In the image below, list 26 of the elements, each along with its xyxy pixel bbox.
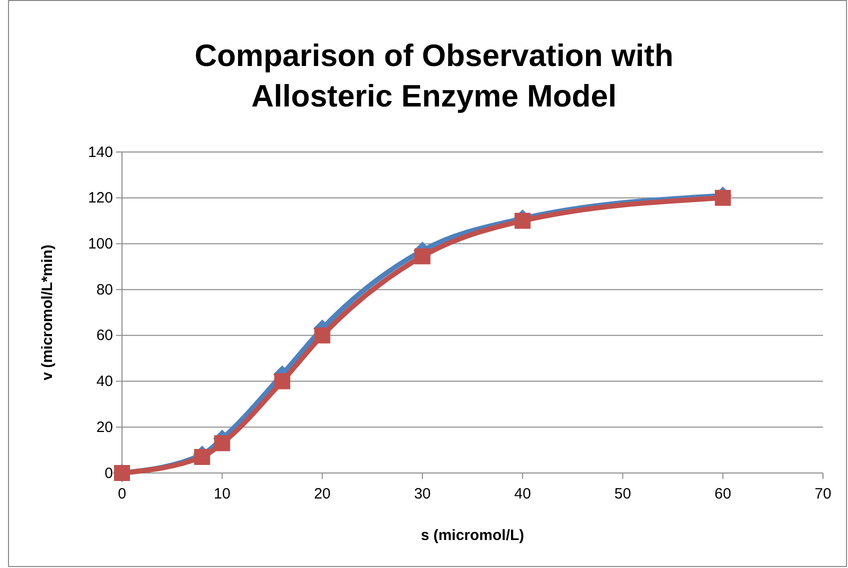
x-tick-label: 60: [714, 486, 732, 502]
point: [274, 373, 290, 390]
point: [714, 190, 731, 206]
chart-title: Comparison of Observation with Allosteric Enzyme Model: [194, 38, 674, 114]
y-tick-label: 140: [88, 144, 113, 161]
x-tick-label: 30: [414, 486, 431, 502]
x-tick-label: 40: [514, 486, 531, 502]
point: [214, 435, 230, 452]
x-tick-label: 70: [814, 486, 832, 502]
y-tick-label: 0: [104, 464, 113, 482]
y-tick-label: 60: [96, 327, 113, 344]
x-tick-label: 50: [614, 486, 632, 502]
y-tick-label: 20: [96, 418, 113, 436]
x-axis-title: s (micromol/L): [420, 527, 524, 544]
y-tick-label: 100: [88, 236, 113, 253]
point: [314, 327, 330, 344]
x-tick-label: 20: [314, 486, 331, 502]
y-tick-label: 40: [96, 373, 113, 390]
point: [194, 448, 210, 465]
y-tick-label: 80: [96, 281, 113, 298]
point: [514, 212, 531, 229]
x-tick-label: 10: [214, 486, 230, 502]
point: [414, 248, 430, 264]
y-tick-label: 120: [88, 190, 113, 207]
x-tick-label: 0: [118, 486, 126, 502]
y-axis-title: v (micromol/L*min): [39, 244, 56, 380]
